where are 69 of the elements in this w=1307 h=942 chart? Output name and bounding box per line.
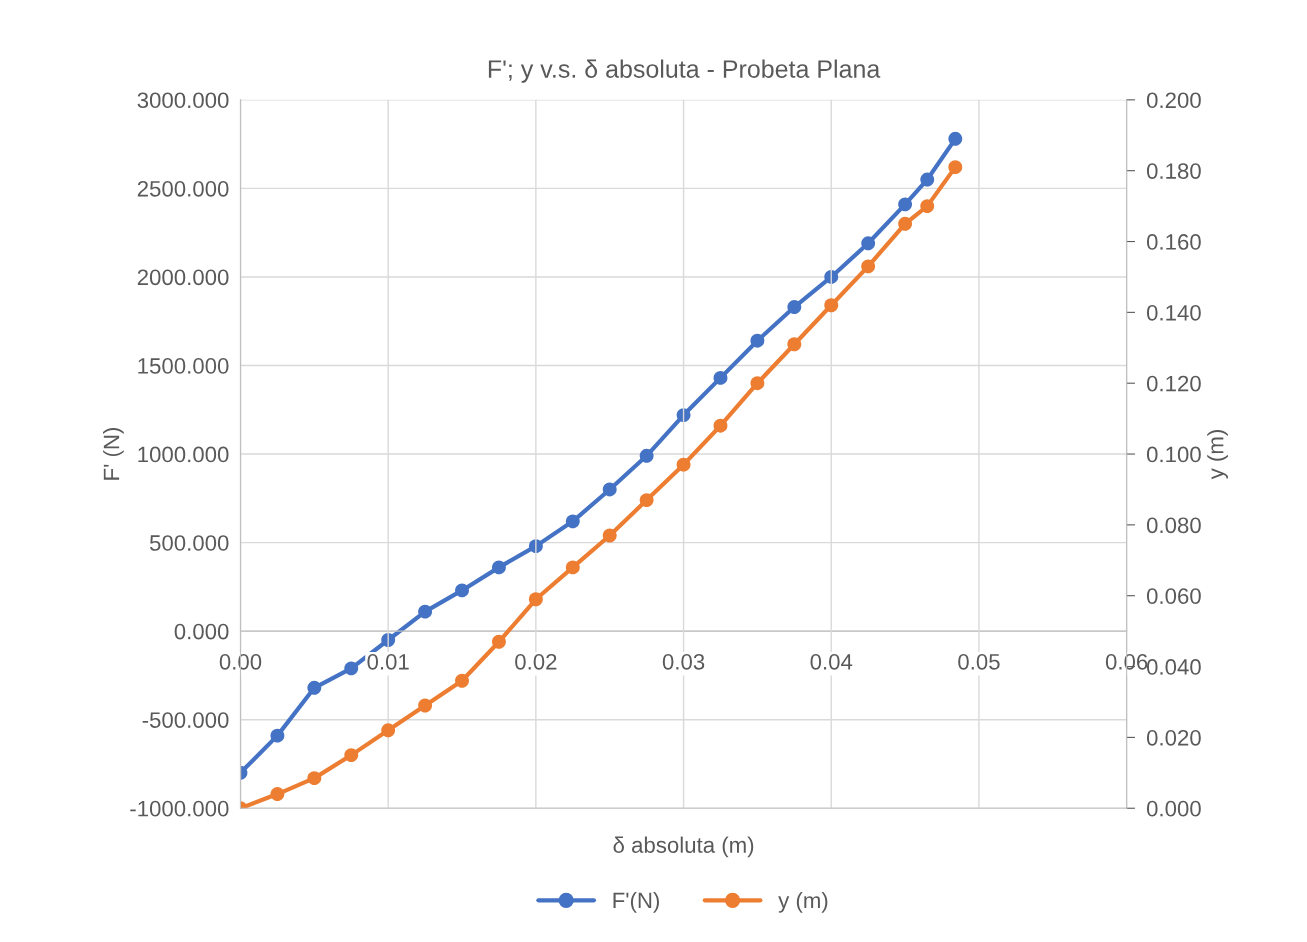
y-tick-label: 0.000 [174, 623, 229, 640]
point [787, 300, 802, 314]
y2-tick-label: 0.100 [1146, 446, 1201, 463]
point [381, 723, 396, 738]
x-tick-label: 0.04 [810, 653, 853, 670]
point [565, 514, 580, 529]
point [750, 333, 765, 348]
chart-title: F'; y v.s. δ absoluta - Probeta Plana [488, 59, 881, 83]
y2-tick-label: 0.040 [1146, 659, 1201, 675]
point [713, 370, 728, 385]
y-tick-label: -1000.000 [130, 800, 229, 817]
y2-tick-label: 0.080 [1146, 517, 1201, 534]
y2-tick-label: 0.020 [1146, 729, 1201, 746]
point [639, 493, 654, 508]
point [750, 376, 765, 391]
y-tick-label: 2000.000 [137, 269, 229, 286]
legend-label: y (m) [778, 891, 828, 913]
point [492, 560, 506, 575]
x-tick-label: 0.05 [958, 653, 1000, 670]
y-tick-label: 1000.000 [138, 446, 229, 463]
point [418, 698, 433, 713]
y2-tick-label: 0.000 [1146, 800, 1201, 817]
point [565, 560, 580, 575]
point [948, 160, 963, 175]
point [861, 259, 876, 274]
point [824, 298, 839, 313]
x-tick-label: 0.06 [1105, 653, 1148, 670]
point [307, 771, 322, 786]
point [528, 592, 543, 607]
point [602, 528, 617, 543]
point [920, 172, 935, 187]
y-tick-label: 1500.000 [138, 358, 229, 374]
y2-tick-label: 0.200 [1146, 92, 1201, 109]
point [639, 448, 654, 463]
point [602, 482, 617, 497]
x-axis-title: δ absoluta (m) [613, 836, 754, 858]
point [492, 634, 506, 649]
point [344, 748, 359, 763]
point [898, 216, 913, 231]
y2-axis-title: y (m) [1207, 430, 1228, 480]
point [861, 236, 876, 251]
point [920, 199, 935, 214]
y2-tick-label: 0.160 [1146, 234, 1201, 250]
x-tick-label: 0.03 [662, 653, 705, 670]
y-tick-label: 3000.000 [137, 92, 229, 109]
x-tick-label: 0.02 [515, 653, 557, 670]
point [307, 680, 322, 695]
point [898, 197, 913, 212]
x-tick-label: 0.00 [219, 653, 262, 670]
point [713, 418, 728, 433]
point [270, 728, 285, 743]
y-tick-label: 500.000 [149, 535, 229, 551]
legend-label: F'(N) [613, 891, 659, 913]
y-tick-label: 2500.000 [137, 180, 229, 197]
y2-tick-label: 0.140 [1146, 304, 1201, 321]
point [418, 604, 433, 619]
point [344, 661, 359, 676]
y2-tick-label: 0.060 [1146, 588, 1201, 604]
point [787, 337, 802, 352]
point [948, 131, 963, 146]
point [455, 583, 469, 598]
x-tick-label: 0.01 [367, 653, 409, 670]
point [270, 787, 285, 802]
y-axis-title: F' (N) [103, 428, 124, 480]
y2-tick-label: 0.120 [1146, 375, 1201, 392]
y2-tick-label: 0.180 [1146, 163, 1201, 179]
y-tick-label: -500.000 [142, 712, 229, 728]
point [676, 457, 691, 472]
point [455, 673, 469, 688]
